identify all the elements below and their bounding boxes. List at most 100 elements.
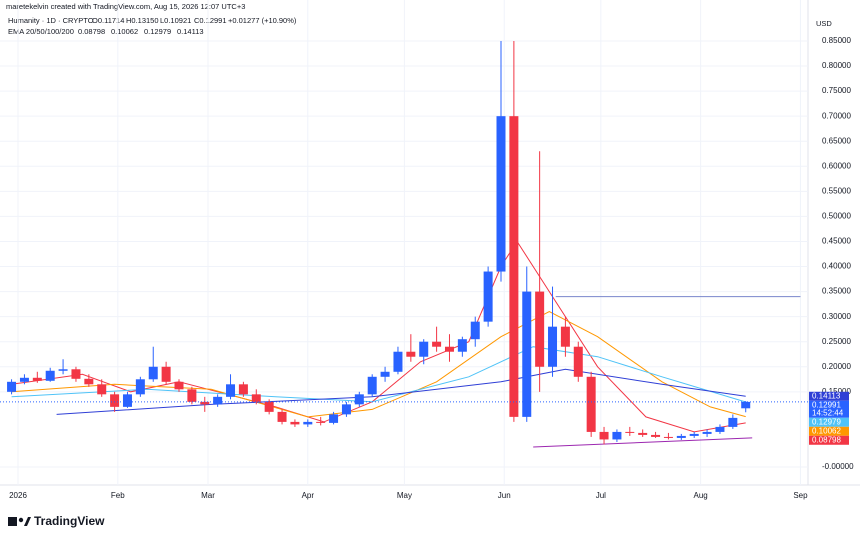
x-tick-label: Mar xyxy=(201,491,215,500)
currency: USD xyxy=(816,19,832,28)
countdown: 14:52:44 xyxy=(812,408,844,417)
candle-body xyxy=(19,377,29,382)
y-tick-label: 0.55000 xyxy=(822,186,851,195)
y-tick-label: 0.20000 xyxy=(822,362,851,371)
candle-body xyxy=(728,417,738,427)
candle-body xyxy=(187,389,197,402)
candle-body xyxy=(586,376,596,432)
ema-value: 0.10062 xyxy=(111,27,138,36)
candle-body xyxy=(174,381,184,390)
y-tick-label: 0.75000 xyxy=(822,86,851,95)
candle-body xyxy=(148,366,158,380)
price-tag-label: 0.10062 xyxy=(812,426,841,435)
candle-body xyxy=(200,401,210,405)
candle-body xyxy=(226,384,236,397)
ema-line xyxy=(11,311,746,418)
logo xyxy=(8,517,31,526)
y-tick-label: 0.35000 xyxy=(822,287,851,296)
candle-body xyxy=(380,371,390,377)
price-tag-label: 0.12979 xyxy=(812,417,841,426)
candle-body xyxy=(122,394,132,407)
x-tick-label: Jul xyxy=(596,491,606,500)
x-tick-label: May xyxy=(397,491,412,500)
candle-body xyxy=(522,291,532,417)
candle-body xyxy=(676,435,686,438)
candle-body xyxy=(341,404,351,415)
ohlc-label: O0.11714 xyxy=(92,16,124,25)
candle-body xyxy=(84,378,94,385)
candle-body xyxy=(251,394,261,402)
symbol-title: Humanity · 1D · CRYPTO xyxy=(8,16,94,25)
ema-value: 0.08798 xyxy=(78,27,105,36)
brand: TradingView xyxy=(34,514,105,528)
candle-body xyxy=(432,341,442,347)
y-tick-label: 0.30000 xyxy=(822,312,851,321)
candle-body xyxy=(303,421,313,425)
x-tick-label: Apr xyxy=(302,491,315,500)
ohlc-label: +0.01277 (+10.90%) xyxy=(228,16,297,25)
candle-body xyxy=(509,116,519,417)
candle-body xyxy=(45,370,55,381)
x-tick-label: 2026 xyxy=(9,491,27,500)
candle-body xyxy=(457,339,467,352)
ema-value: 0.12979 xyxy=(144,27,171,36)
x-tick-label: Aug xyxy=(694,491,708,500)
candle-body xyxy=(135,379,145,395)
candle-body xyxy=(277,411,287,422)
candle-body xyxy=(483,271,493,322)
candle-body xyxy=(663,436,673,438)
x-tick-label: Feb xyxy=(111,491,125,500)
price-tag xyxy=(809,417,849,427)
y-tick-label: 0.15000 xyxy=(822,387,851,396)
y-tick-label: 0.65000 xyxy=(822,136,851,145)
ohlc-label: H0.13150 xyxy=(126,16,159,25)
ema-line xyxy=(11,240,746,433)
candle-body xyxy=(573,346,583,377)
y-tick-label: 0.45000 xyxy=(822,237,851,246)
candle-body xyxy=(689,433,699,436)
candle-body xyxy=(560,326,570,347)
candle-body xyxy=(470,321,480,340)
ema-value: 0.14113 xyxy=(177,27,204,36)
candle-body xyxy=(264,401,274,412)
price-tag xyxy=(809,426,849,436)
indicator-name: EMA 20/50/100/200 xyxy=(8,27,74,36)
candle-body xyxy=(741,401,751,409)
candle-body xyxy=(702,431,712,434)
candle-body xyxy=(419,341,429,357)
candle-body xyxy=(651,434,661,437)
x-tick-label: Jun xyxy=(498,491,511,500)
plot xyxy=(0,41,808,448)
candle-body xyxy=(110,394,120,407)
price-tag xyxy=(809,400,849,418)
candle-body xyxy=(32,377,42,381)
ohlc-label: L0.10921 xyxy=(160,16,191,25)
candle-body xyxy=(625,431,635,433)
candle-body xyxy=(161,366,171,382)
candle-body xyxy=(71,369,81,379)
candle-body xyxy=(444,346,454,352)
candle-body xyxy=(599,431,609,440)
candle-body xyxy=(329,414,339,423)
candle-body xyxy=(213,396,223,405)
trendline xyxy=(533,437,753,448)
y-tick-label: 0.70000 xyxy=(822,111,851,120)
candle-body xyxy=(354,394,364,405)
y-tick-label: 0.80000 xyxy=(822,61,851,70)
ohlc-label: C0.12991 xyxy=(194,16,227,25)
y-tick-label: -0.00000 xyxy=(822,462,854,471)
candle-body xyxy=(97,384,107,395)
price-tag-label: 0.12991 xyxy=(812,400,841,409)
candle-body xyxy=(393,351,403,372)
y-tick-label: 0.25000 xyxy=(822,337,851,346)
candle-body xyxy=(548,326,558,367)
y-tick-label: 0.60000 xyxy=(822,161,851,170)
y-tick-label: 0.50000 xyxy=(822,212,851,221)
candle-body xyxy=(638,432,648,435)
candle-body xyxy=(58,369,68,371)
candle-body xyxy=(715,426,725,432)
ema-line xyxy=(56,368,746,415)
y-tick-label: 0.40000 xyxy=(822,262,851,271)
candle-body xyxy=(612,431,622,440)
